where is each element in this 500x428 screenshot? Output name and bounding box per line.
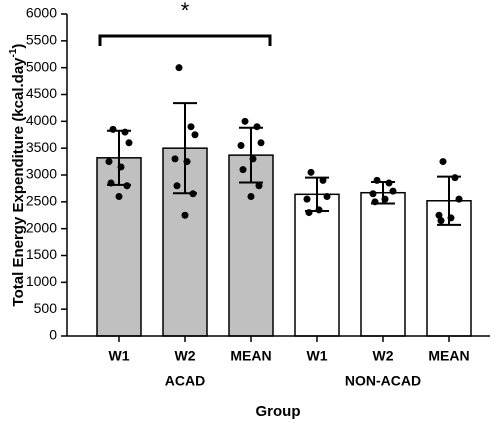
data-point xyxy=(447,214,455,222)
data-point xyxy=(455,195,463,203)
data-point xyxy=(175,64,183,72)
data-point xyxy=(247,192,255,200)
data-point xyxy=(435,211,443,219)
data-point xyxy=(173,182,181,190)
data-point xyxy=(105,158,113,166)
y-tick-label: 5500 xyxy=(26,32,57,48)
data-point xyxy=(249,155,257,163)
bar xyxy=(360,191,406,337)
x-tick-label: W1 xyxy=(307,348,328,364)
significance-bracket xyxy=(98,34,272,46)
data-point xyxy=(323,192,331,200)
data-point xyxy=(305,209,313,217)
data-point xyxy=(451,174,459,182)
bar xyxy=(96,157,142,337)
data-point xyxy=(187,123,195,131)
data-point xyxy=(439,158,447,166)
y-tick-label: 3000 xyxy=(26,166,57,182)
data-point xyxy=(171,155,179,163)
x-tick-label: W2 xyxy=(175,348,196,364)
data-point xyxy=(241,117,249,125)
data-point xyxy=(319,176,327,184)
data-point xyxy=(373,176,381,184)
y-tick-label: 5000 xyxy=(26,58,57,74)
bar xyxy=(228,154,274,337)
data-point xyxy=(109,125,117,133)
data-point xyxy=(115,192,123,200)
y-tick-label: 2000 xyxy=(26,219,57,235)
y-tick-label: 3500 xyxy=(26,139,57,155)
group-label: NON-ACAD xyxy=(345,373,421,389)
data-point xyxy=(117,163,125,171)
y-tick-label: 4000 xyxy=(26,112,57,128)
data-point xyxy=(371,198,379,206)
y-tick-label: 500 xyxy=(34,300,58,316)
x-tick-label: W2 xyxy=(373,348,394,364)
data-point xyxy=(385,179,393,187)
group-label: ACAD xyxy=(165,373,205,389)
data-point xyxy=(389,187,397,195)
data-point xyxy=(123,182,131,190)
data-point xyxy=(303,195,311,203)
data-point xyxy=(257,139,265,147)
data-point xyxy=(107,179,115,187)
x-tick-label: MEAN xyxy=(428,348,469,364)
data-point xyxy=(315,206,323,214)
y-axis-label: Total Energy Expenditure (kcal.day-1) xyxy=(8,44,27,307)
significance-star: * xyxy=(181,0,190,23)
data-point xyxy=(253,123,261,131)
x-tick-label: MEAN xyxy=(230,348,271,364)
data-point xyxy=(181,211,189,219)
y-tick-label: 0 xyxy=(49,327,57,343)
data-point xyxy=(189,190,197,198)
y-label-text: Total Energy Expenditure (kcal.day xyxy=(10,57,27,307)
data-point xyxy=(183,158,191,166)
y-tick-label: 1000 xyxy=(26,273,57,289)
y-label-close: ) xyxy=(10,44,27,49)
data-point xyxy=(307,168,315,176)
data-point xyxy=(381,195,389,203)
y-tick-label: 6000 xyxy=(26,5,57,21)
y-tick-label: 1500 xyxy=(26,246,57,262)
data-point xyxy=(237,141,245,149)
data-point xyxy=(255,182,263,190)
data-point xyxy=(191,131,199,139)
y-label-sup: -1 xyxy=(8,48,19,57)
bar xyxy=(294,193,340,337)
data-point xyxy=(369,190,377,198)
y-tick-label: 2500 xyxy=(26,193,57,209)
data-point xyxy=(125,139,133,147)
y-tick-label: 4500 xyxy=(26,85,57,101)
x-tick-label: W1 xyxy=(109,348,130,364)
data-point xyxy=(437,217,445,225)
x-axis-label: Group xyxy=(256,403,301,420)
data-point xyxy=(239,166,247,174)
data-point xyxy=(121,128,129,136)
